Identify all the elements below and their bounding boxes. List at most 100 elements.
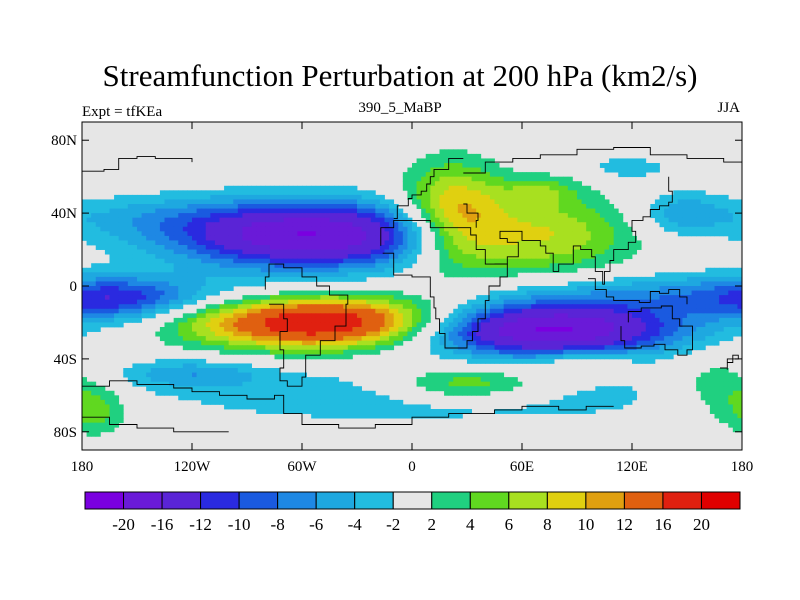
- contour-cell: [247, 304, 252, 310]
- contour-cell: [324, 340, 330, 346]
- contour-cell: [531, 322, 537, 328]
- contour-cell: [632, 354, 637, 360]
- contour-cell: [659, 331, 665, 337]
- contour-cell: [471, 381, 477, 387]
- contour-cell: [453, 272, 459, 278]
- contour-cell: [700, 286, 706, 291]
- contour-cell: [389, 290, 395, 296]
- contour-cell: [613, 213, 619, 219]
- contour-cell: [306, 240, 312, 246]
- contour-cell: [434, 176, 440, 182]
- contour-cell: [728, 199, 734, 205]
- contour-cell: [572, 304, 578, 310]
- contour-cell: [622, 336, 628, 342]
- contour-cell: [132, 368, 138, 373]
- contour-cell: [389, 317, 395, 323]
- contour-cell: [228, 340, 234, 346]
- contour-cell: [82, 276, 87, 282]
- contour-cell: [549, 327, 555, 332]
- contour-cell: [343, 349, 349, 355]
- contour-cell: [196, 290, 202, 296]
- contour-cell: [150, 363, 156, 369]
- contour-cell: [182, 295, 188, 301]
- contour-cell: [357, 254, 362, 260]
- contour-cell: [522, 286, 527, 291]
- contour-cell: [283, 381, 289, 387]
- contour-cell: [407, 254, 413, 260]
- contour-cell: [659, 354, 665, 360]
- contour-cell: [196, 231, 202, 237]
- contour-cell: [563, 295, 569, 301]
- contour-cell: [586, 299, 592, 305]
- contour-cell: [444, 381, 450, 387]
- contour-cell: [159, 263, 165, 269]
- contour-cell: [279, 304, 285, 310]
- contour-cell: [462, 181, 468, 187]
- contour-cell: [604, 299, 610, 305]
- contour-cell: [256, 208, 262, 214]
- contour-cell: [494, 304, 500, 310]
- contour-cell: [393, 245, 399, 250]
- contour-cell: [256, 340, 262, 346]
- contour-cell: [242, 240, 248, 246]
- contour-cell: [508, 167, 514, 173]
- contour-cell: [265, 276, 271, 282]
- contour-cell: [237, 386, 243, 392]
- contour-cell: [416, 377, 422, 383]
- contour-cell: [737, 331, 743, 337]
- contour-cell: [361, 267, 367, 273]
- contour-cell: [595, 281, 601, 287]
- contour-cell: [384, 336, 390, 342]
- contour-cell: [609, 158, 615, 164]
- contour-cell: [320, 249, 326, 255]
- contour-cell: [214, 199, 220, 205]
- contour-cell: [732, 372, 738, 378]
- contour-cell: [219, 372, 225, 378]
- contour-cell: [196, 372, 202, 378]
- contour-cell: [159, 331, 165, 337]
- contour-cell: [457, 308, 463, 314]
- contour-cell: [421, 181, 427, 187]
- contour-cell: [439, 245, 445, 250]
- contour-cell: [274, 213, 280, 219]
- contour-cell: [430, 185, 436, 191]
- contour-cell: [416, 226, 422, 232]
- contour-cell: [476, 249, 482, 255]
- contour-cell: [430, 194, 436, 200]
- contour-cell: [531, 254, 537, 260]
- contour-cell: [228, 185, 234, 191]
- contour-cell: [91, 286, 97, 291]
- contour-cell: [146, 240, 152, 246]
- contour-cell: [288, 290, 294, 296]
- contour-cell: [182, 190, 188, 196]
- contour-cell: [457, 153, 463, 159]
- contour-cell: [512, 249, 518, 255]
- contour-cell: [205, 336, 211, 342]
- contour-cell: [421, 208, 427, 214]
- contour-cell: [123, 208, 129, 214]
- contour-cell: [467, 204, 472, 209]
- contour-cell: [292, 290, 298, 296]
- contour-cell: [201, 267, 207, 273]
- contour-cell: [352, 267, 358, 273]
- contour-cell: [554, 336, 560, 342]
- contour-cell: [457, 258, 463, 264]
- contour-cell: [370, 295, 376, 301]
- contour-cell: [242, 276, 248, 282]
- contour-cell: [590, 281, 596, 287]
- contour-cell: [407, 222, 413, 228]
- contour-cell: [169, 240, 175, 246]
- contour-cell: [471, 377, 477, 383]
- contour-cell: [444, 172, 450, 178]
- contour-cell: [572, 322, 578, 328]
- contour-cell: [664, 345, 670, 351]
- contour-cell: [297, 249, 303, 255]
- contour-cell: [366, 313, 372, 319]
- contour-cell: [618, 158, 624, 164]
- contour-cell: [329, 204, 335, 209]
- contour-cell: [393, 263, 399, 269]
- contour-cell: [705, 304, 711, 310]
- contour-cell: [210, 377, 216, 383]
- contour-cell: [416, 190, 422, 196]
- contour-cell: [242, 249, 248, 255]
